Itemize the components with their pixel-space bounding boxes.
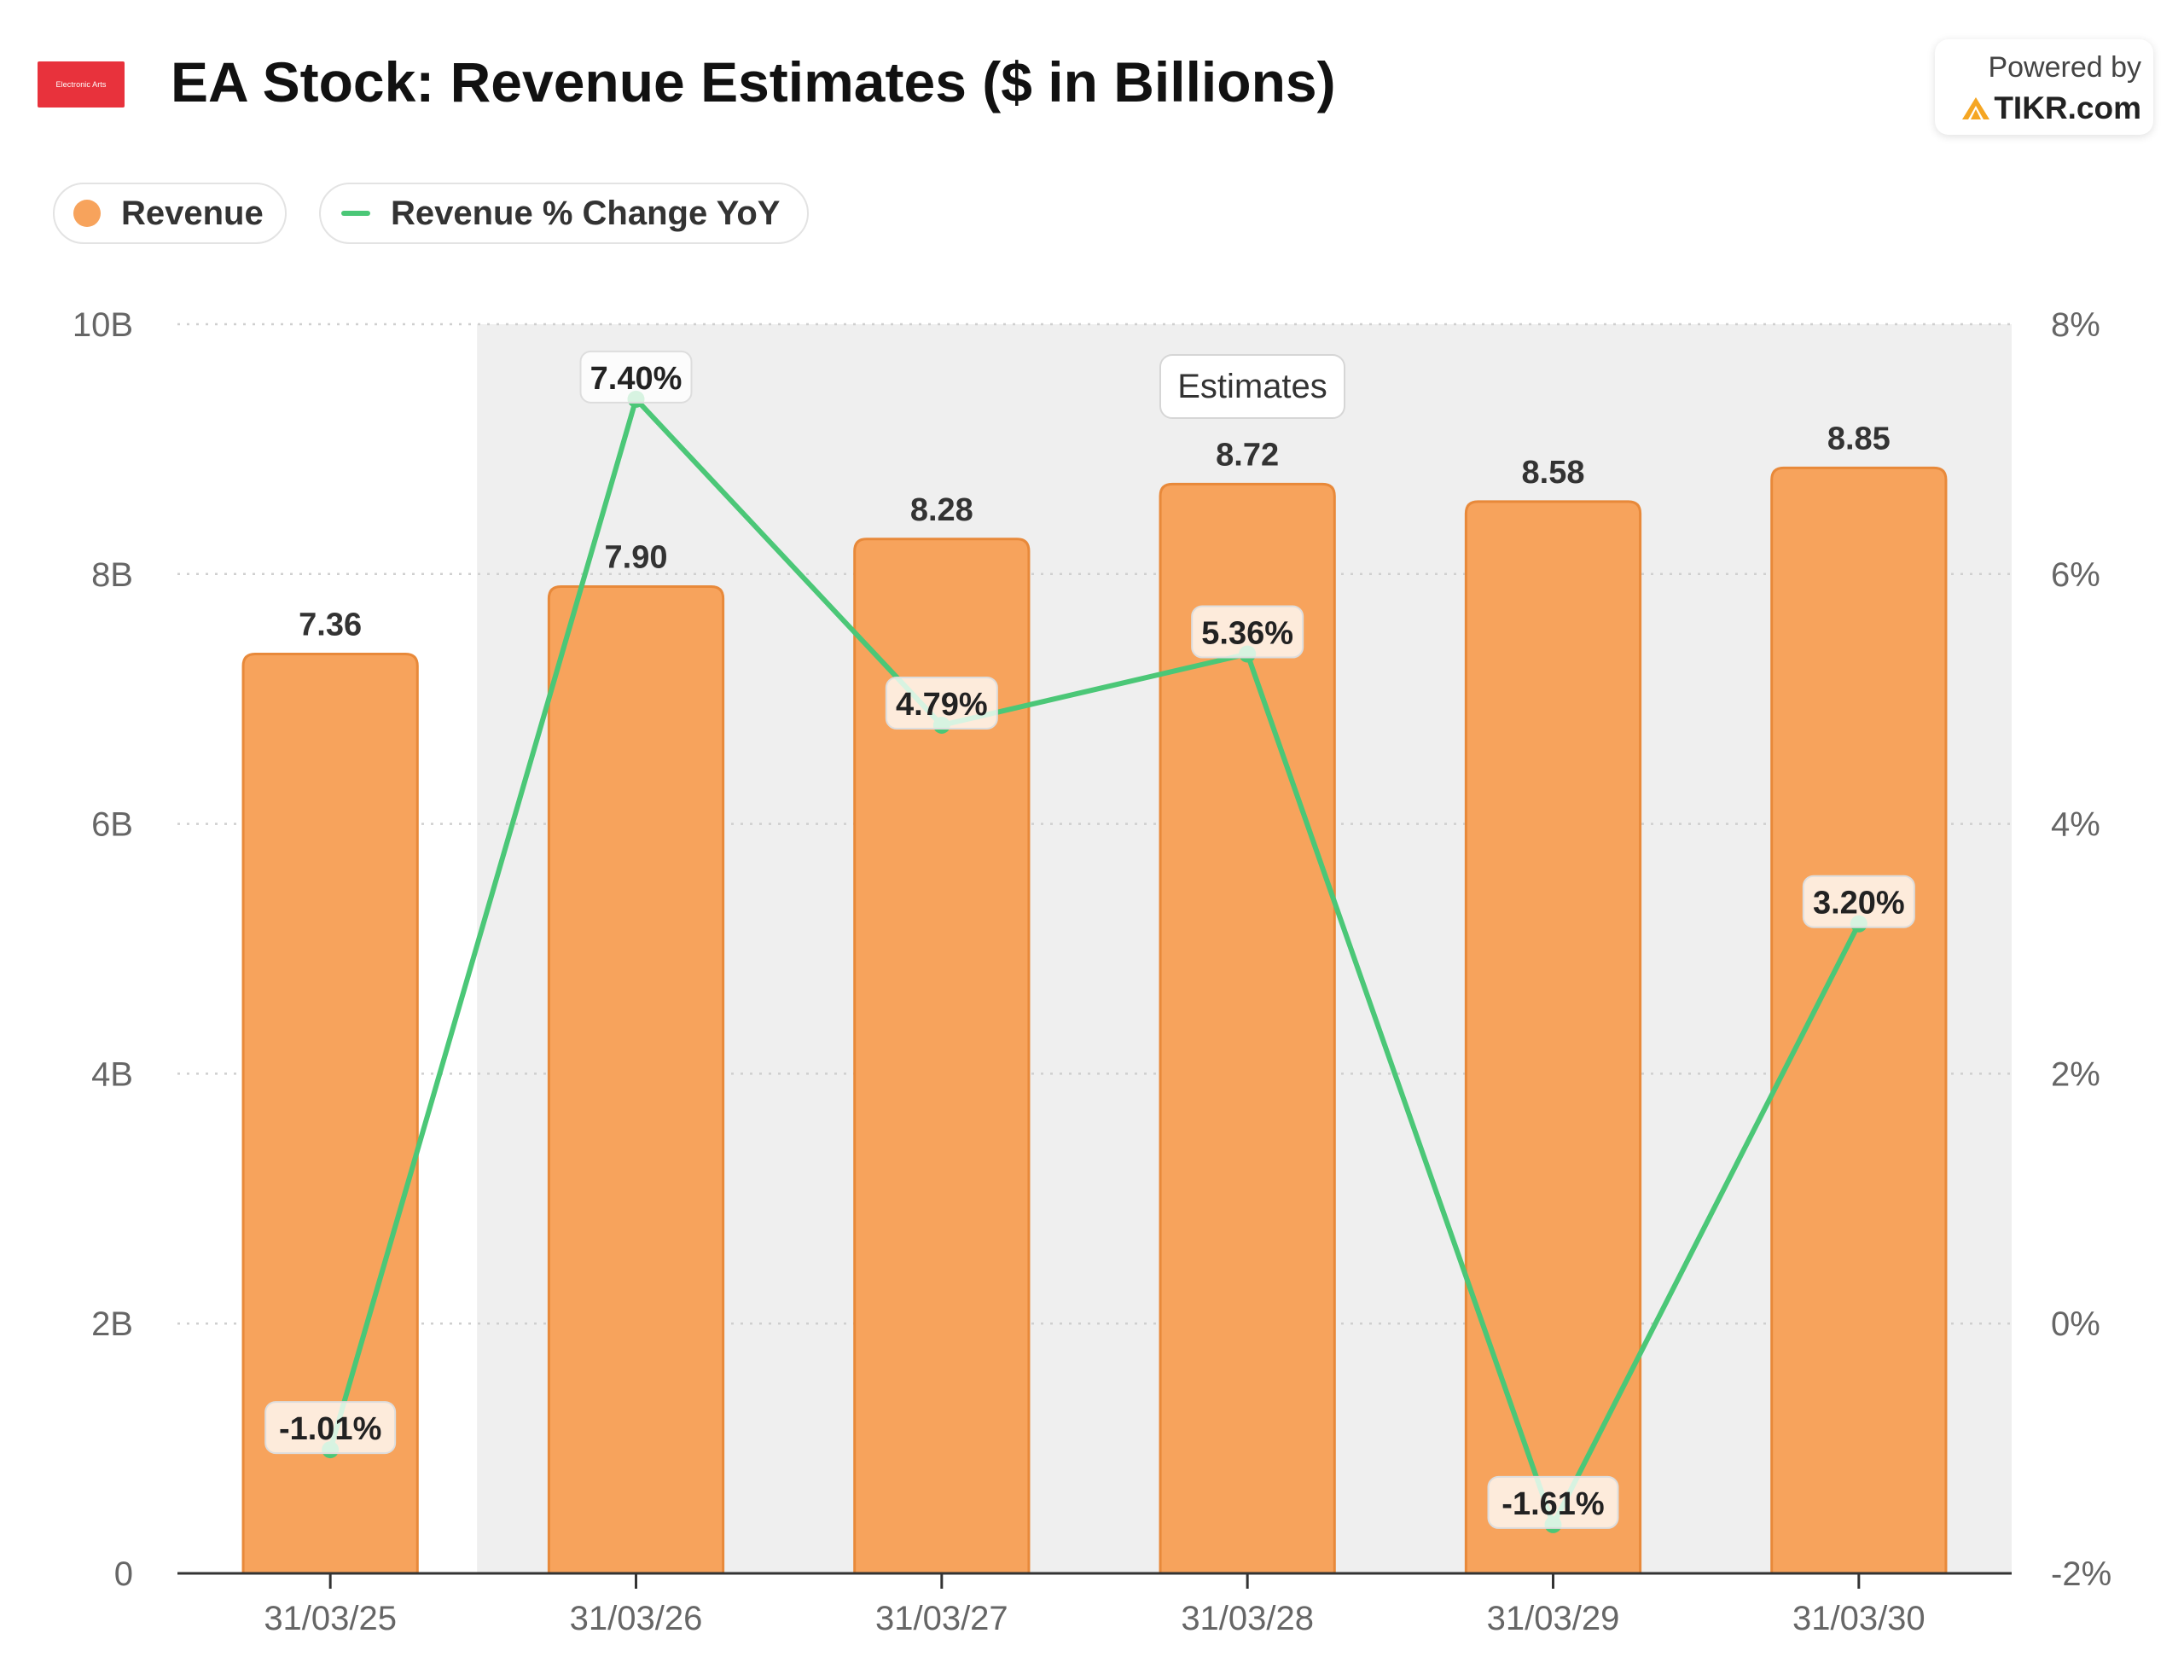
yoy-data-label: -1.01%	[279, 1411, 381, 1447]
powered-by-text: Powered by	[1988, 51, 2141, 84]
estimates-tag	[1159, 354, 1345, 419]
y-left-tick-label: 8B	[91, 556, 133, 594]
revenue-data-label: 8.58	[1522, 455, 1585, 491]
yoy-data-label: 4.79%	[896, 687, 988, 723]
y-right-tick-label: -2%	[2051, 1555, 2111, 1593]
yoy-data-label: 3.20%	[1813, 886, 1905, 921]
yoy-line	[328, 396, 1862, 1527]
revenue-bar	[1464, 500, 1642, 1575]
legend-label-revenue: Revenue	[121, 194, 264, 232]
x-tick-label: 31/03/28	[1181, 1600, 1314, 1637]
yoy-label-box	[579, 350, 693, 404]
revenue-legend-marker	[73, 200, 101, 227]
company-logo: Electronic Arts	[38, 61, 125, 108]
revenue-bar	[1770, 466, 1948, 1575]
x-tick-label: 31/03/25	[264, 1600, 397, 1637]
x-tick-label: 31/03/27	[875, 1600, 1008, 1637]
y-left-tick-label: 6B	[91, 806, 133, 844]
x-tick-label: 31/03/30	[1792, 1600, 1926, 1637]
yoy-label-box	[1487, 1475, 1619, 1529]
x-tick-label: 31/03/29	[1487, 1600, 1620, 1637]
revenue-data-label: 7.90	[605, 539, 668, 575]
legend-label-yoy: Revenue % Change YoY	[391, 194, 781, 232]
yoy-label-box	[264, 1401, 397, 1455]
y-right-tick-label: 0%	[2051, 1305, 2100, 1343]
yoy-data-label: 7.40%	[590, 361, 682, 397]
revenue-data-label: 8.28	[910, 492, 973, 528]
revenue-bar	[241, 652, 419, 1575]
revenue-data-label: 8.85	[1827, 421, 1891, 456]
y-left-tick-label: 0	[114, 1555, 133, 1593]
powered-by-badge[interactable]: Powered by TIKR.com	[1935, 39, 2153, 135]
yoy-data-label: -1.61%	[1502, 1486, 1604, 1522]
estimates-label: Estimates	[1177, 368, 1327, 405]
yoy-data-label: 5.36%	[1201, 615, 1293, 651]
y-left-tick-label: 10B	[73, 306, 133, 344]
revenue-data-label: 7.36	[299, 607, 362, 642]
brand-name: TIKR.com	[1961, 90, 2141, 126]
yoy-label-box	[1802, 875, 1915, 928]
y-right-tick-label: 2%	[2051, 1055, 2100, 1093]
chart-title: EA Stock: Revenue Estimates ($ in Billio…	[171, 50, 1336, 113]
y-right-tick-label: 6%	[2051, 556, 2100, 594]
y-left-tick-label: 4B	[91, 1055, 133, 1093]
tikr-logo-icon	[1962, 97, 1990, 119]
y-left-tick-label: 2B	[91, 1305, 133, 1343]
y-right-tick-label: 4%	[2051, 806, 2100, 844]
logo-text: Electronic Arts	[55, 80, 107, 89]
revenue-data-label: 8.72	[1216, 437, 1279, 473]
legend-item-yoy[interactable]: Revenue % Change YoY	[319, 183, 809, 244]
y-right-tick-label: 8%	[2051, 306, 2100, 344]
x-tick-label: 31/03/26	[570, 1600, 703, 1637]
revenue-bar	[1159, 482, 1336, 1575]
yoy-legend-marker	[341, 211, 370, 216]
yoy-label-box	[885, 676, 998, 730]
revenue-bar	[547, 584, 725, 1575]
legend-item-revenue[interactable]: Revenue	[53, 183, 287, 244]
brand-label: TIKR.com	[1994, 90, 2141, 125]
yoy-label-box	[1191, 605, 1304, 659]
revenue-bar	[853, 538, 1031, 1575]
